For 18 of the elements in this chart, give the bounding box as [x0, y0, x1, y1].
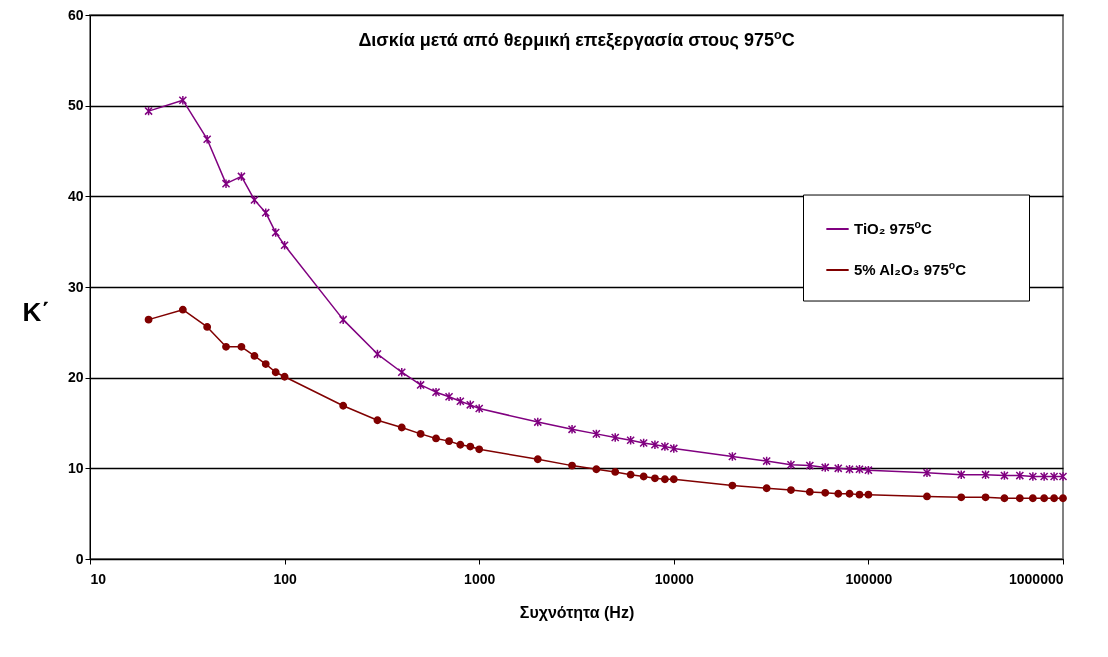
text: Δισκία μετά από θερμική επεξεργασία στους 975$^{o}$C — [358, 28, 795, 51]
y-tick-label: 20 — [67, 369, 84, 386]
y-tick-label: 40 — [67, 187, 84, 204]
legend-label: 5% Al₂O₃ 975$^{o}$C — [854, 259, 967, 279]
x-tick-label: 10 — [90, 570, 107, 587]
y-tick-label: 60 — [67, 6, 84, 23]
y-axis-title: K΄ — [22, 296, 50, 327]
x-tick-label: 100000 — [845, 570, 893, 587]
x-tick-label: 1000000 — [1008, 570, 1064, 587]
x-tick-label: 1000 — [464, 570, 496, 587]
y-tick-label: 10 — [67, 459, 84, 476]
legend-label: TiO₂ 975$^{o}$C — [854, 218, 933, 238]
y-tick-label: 50 — [67, 97, 84, 114]
y-tick-label: 0 — [75, 550, 84, 567]
x-tick-label: 10000 — [654, 570, 694, 587]
x-axis-title: Συχνότητα (Hz) — [519, 603, 635, 621]
x-tick-label: 100 — [273, 570, 297, 587]
y-tick-label: 30 — [67, 278, 84, 295]
